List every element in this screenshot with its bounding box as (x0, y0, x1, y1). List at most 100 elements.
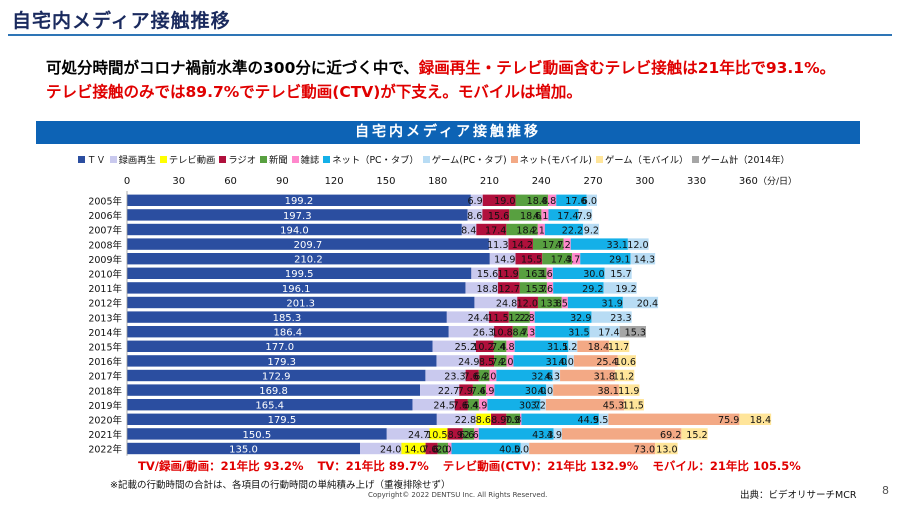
data-label: 17.4 (598, 328, 619, 339)
data-label: 4.1 (533, 211, 548, 222)
bar-segment (577, 340, 610, 352)
bar-segment (420, 384, 460, 396)
legend-item: 録画再生 (109, 152, 156, 166)
legend-swatch (219, 156, 227, 163)
bar-segment (527, 326, 536, 338)
data-label: 135.0 (229, 444, 258, 455)
data-label: 12.2 (508, 313, 529, 324)
data-label: 11.2 (613, 371, 634, 382)
x-tick-label: 90 (276, 176, 289, 187)
data-label: 10.8 (491, 328, 512, 339)
data-label: 18.6 (520, 211, 541, 222)
bar-segment (127, 267, 472, 279)
legend-item: ネット(モバイル) (510, 152, 592, 166)
category-label: 2014年 (88, 327, 122, 339)
data-label: 18.4 (750, 415, 771, 426)
bar-segment (489, 369, 497, 382)
data-label: 12.0 (627, 240, 648, 251)
bar-segment (513, 355, 567, 367)
bar-segment (544, 223, 584, 236)
data-label: 29.2 (582, 284, 603, 295)
data-label: 17.4 (485, 225, 506, 236)
bar-segment (127, 282, 466, 294)
bar-segment (561, 428, 682, 440)
summary-item: テレビ動画(CTV)：21年比 132.9% (442, 459, 639, 473)
bar-segment (535, 326, 590, 338)
bar-segment (515, 194, 548, 206)
bar-segment (506, 413, 521, 425)
data-label: 7.9 (458, 386, 473, 397)
bar-segment (127, 399, 413, 411)
bar-segment (425, 369, 466, 382)
bar-segment (617, 355, 636, 367)
category-label: 2008年 (88, 239, 122, 251)
bar-segment (591, 311, 632, 323)
data-label: 2.0 (436, 444, 451, 455)
data-label: 11.7 (608, 342, 629, 353)
data-label: 15.2 (686, 430, 707, 441)
data-label: 32.6 (531, 371, 552, 382)
data-label: 4.0 (481, 371, 496, 382)
bar-segment (486, 384, 495, 396)
bar-segment (465, 282, 498, 294)
data-label: 179.5 (268, 415, 297, 426)
data-label: 15.6 (477, 269, 498, 280)
data-label: 22.8 (455, 415, 476, 426)
data-label: 201.3 (286, 298, 315, 309)
headline: 可処分時間がコロナ禍前水準の300分に近づく中で、録画再生・テレビ動画含むテレビ… (46, 56, 846, 104)
data-label: 13.0 (656, 444, 677, 455)
x-tick-label: 360 (739, 176, 758, 187)
bar-segment (429, 428, 448, 440)
data-label: 186.4 (274, 328, 303, 339)
bar-segment (546, 384, 554, 396)
bar-segment (127, 384, 421, 396)
data-label: 2.8 (519, 313, 534, 324)
bar-segment (546, 267, 553, 279)
legend-swatch (291, 156, 299, 163)
data-label: 199.2 (285, 196, 314, 207)
bar-segment (627, 238, 649, 250)
data-label: 24.9 (458, 357, 479, 368)
data-label: 30.7 (519, 401, 540, 412)
title-rule (8, 34, 892, 36)
bar-segment (478, 428, 554, 440)
bar-segment (451, 442, 521, 455)
bar-segment (583, 223, 600, 236)
data-label: 194.0 (280, 225, 309, 236)
bar-segment (681, 428, 708, 440)
data-label: 10.2 (472, 342, 493, 353)
bar-segment (447, 428, 463, 440)
bar-segment (471, 267, 499, 279)
bar-segment (566, 355, 574, 367)
data-label: 7.4 (491, 342, 506, 353)
bar-segment (487, 399, 541, 411)
chart-title: 自宅内メディア接触推移 (36, 121, 860, 144)
category-label: 2015年 (88, 342, 122, 354)
data-label: 6.9 (467, 196, 482, 207)
data-label: 19.2 (615, 284, 636, 295)
data-label: 5.2 (562, 342, 577, 353)
bar-segment (127, 413, 437, 425)
bar-segment (519, 282, 547, 294)
bar-segment (570, 238, 628, 250)
bar-segment (462, 428, 475, 440)
data-label: 20.4 (637, 298, 658, 309)
bar-segment (556, 194, 587, 206)
category-label: 2010年 (88, 269, 122, 281)
data-label: 185.3 (273, 313, 302, 324)
legend-label: ゲーム(PC・タブ) (431, 155, 507, 166)
bar-segment (448, 442, 452, 455)
bar-segment (127, 355, 437, 367)
legend-label: ネット(モバイル) (519, 155, 592, 166)
legend-label: ＴＶ (87, 155, 106, 166)
category-label: 2022年 (88, 444, 122, 456)
x-tick-label: 150 (376, 176, 395, 187)
data-label: 7.9 (577, 211, 592, 222)
data-label: 18.4 (588, 342, 609, 353)
data-label: 150.5 (243, 430, 272, 441)
headline-red: 録画再生・テレビ動画含むテレビ接触は21年比で93.1%。テレビ接触のみでは89… (46, 59, 836, 101)
x-tick-label: 270 (583, 176, 602, 187)
category-label: 2005年 (88, 196, 122, 208)
bar-segment (465, 369, 479, 382)
data-label: 14.3 (634, 255, 655, 266)
